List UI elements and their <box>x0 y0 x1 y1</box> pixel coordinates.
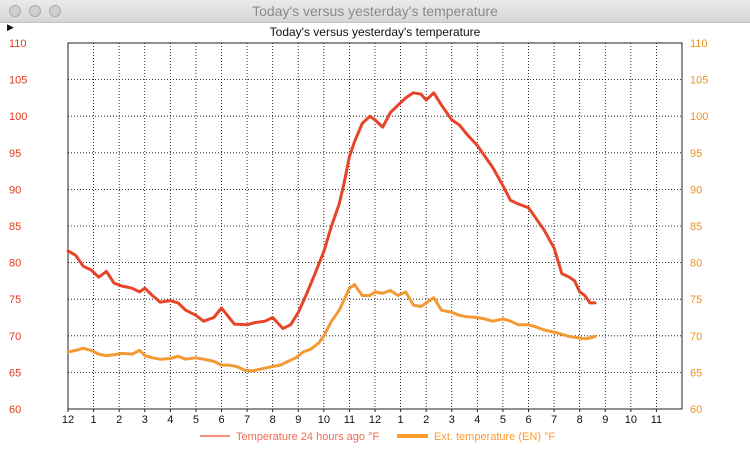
x-tick-label: 7 <box>551 414 557 426</box>
left-tick-label: 95 <box>9 148 21 160</box>
x-tick-label: 8 <box>270 414 276 426</box>
right-tick-label: 85 <box>690 221 702 233</box>
right-tick-label: 70 <box>690 331 702 343</box>
x-tick-label: 4 <box>167 414 173 426</box>
right-axis: 60 65 70 75 80 85 90 95 100 105 110 <box>690 38 708 416</box>
legend-item-today-label: Ext. temperature (EN) °F <box>434 431 555 443</box>
x-tick-label: 9 <box>295 414 301 426</box>
right-tick-label: 60 <box>690 404 702 416</box>
chart-title: Today's versus yesterday's temperature <box>270 25 481 39</box>
x-tick-label: 5 <box>500 414 506 426</box>
x-tick-label: 3 <box>449 414 455 426</box>
left-tick-label: 110 <box>9 38 27 50</box>
x-tick-label: 7 <box>244 414 250 426</box>
left-tick-label: 85 <box>9 221 21 233</box>
legend-item-yesterday-label: Temperature 24 hours ago °F <box>236 431 379 443</box>
x-tick-label: 1 <box>398 414 404 426</box>
left-tick-label: 60 <box>9 404 21 416</box>
right-tick-label: 95 <box>690 148 702 160</box>
x-tick-label: 12 <box>369 414 381 426</box>
right-tick-label: 80 <box>690 258 702 270</box>
right-tick-label: 75 <box>690 294 702 306</box>
left-tick-label: 90 <box>9 184 21 196</box>
x-tick-label: 10 <box>625 414 637 426</box>
left-tick-label: 75 <box>9 294 21 306</box>
x-tick-label: 6 <box>525 414 531 426</box>
x-axis: 12 1 2 3 4 5 6 7 8 9 10 11 12 1 2 3 4 5 6 7 8 9 10 11 <box>62 409 662 426</box>
left-tick-label: 65 <box>9 367 21 379</box>
right-tick-label: 105 <box>690 75 708 87</box>
title-bar: Today's versus yesterday's temperature <box>0 0 750 23</box>
x-tick-label: 11 <box>651 414 662 426</box>
x-tick-label: 8 <box>577 414 583 426</box>
zoom-window-button[interactable] <box>49 5 61 17</box>
x-tick-label: 9 <box>602 414 608 426</box>
temperature-chart: Today's versus yesterday's temperature 6… <box>9 25 708 443</box>
play-icon[interactable]: ▶ <box>7 22 14 32</box>
left-tick-label: 70 <box>9 331 21 343</box>
x-tick-label: 3 <box>142 414 148 426</box>
x-tick-label: 11 <box>344 414 355 426</box>
legend: Temperature 24 hours ago °F Ext. temperat… <box>200 431 555 443</box>
minimize-window-button[interactable] <box>29 5 41 17</box>
x-tick-label: 4 <box>474 414 480 426</box>
left-tick-label: 100 <box>9 111 27 123</box>
series-line-today <box>66 283 597 373</box>
x-tick-label: 10 <box>318 414 330 426</box>
right-tick-label: 65 <box>690 367 702 379</box>
x-tick-label: 5 <box>193 414 199 426</box>
right-tick-label: 90 <box>690 184 702 196</box>
left-tick-label: 105 <box>9 75 27 87</box>
series-layer <box>66 91 597 373</box>
x-tick-label: 2 <box>423 414 429 426</box>
x-tick-label: 6 <box>218 414 224 426</box>
x-tick-label: 12 <box>62 414 74 426</box>
x-tick-label: 2 <box>116 414 122 426</box>
plot-grid <box>68 42 682 410</box>
series-line-yesterday <box>66 91 597 330</box>
close-window-button[interactable] <box>9 5 21 17</box>
window-title: Today's versus yesterday's temperature <box>252 3 498 19</box>
left-axis: 60 65 70 75 80 85 90 95 100 105 110 <box>9 38 27 416</box>
left-tick-label: 80 <box>9 258 21 270</box>
right-tick-label: 110 <box>690 38 708 50</box>
right-tick-label: 100 <box>690 111 708 123</box>
x-tick-label: 1 <box>91 414 97 426</box>
